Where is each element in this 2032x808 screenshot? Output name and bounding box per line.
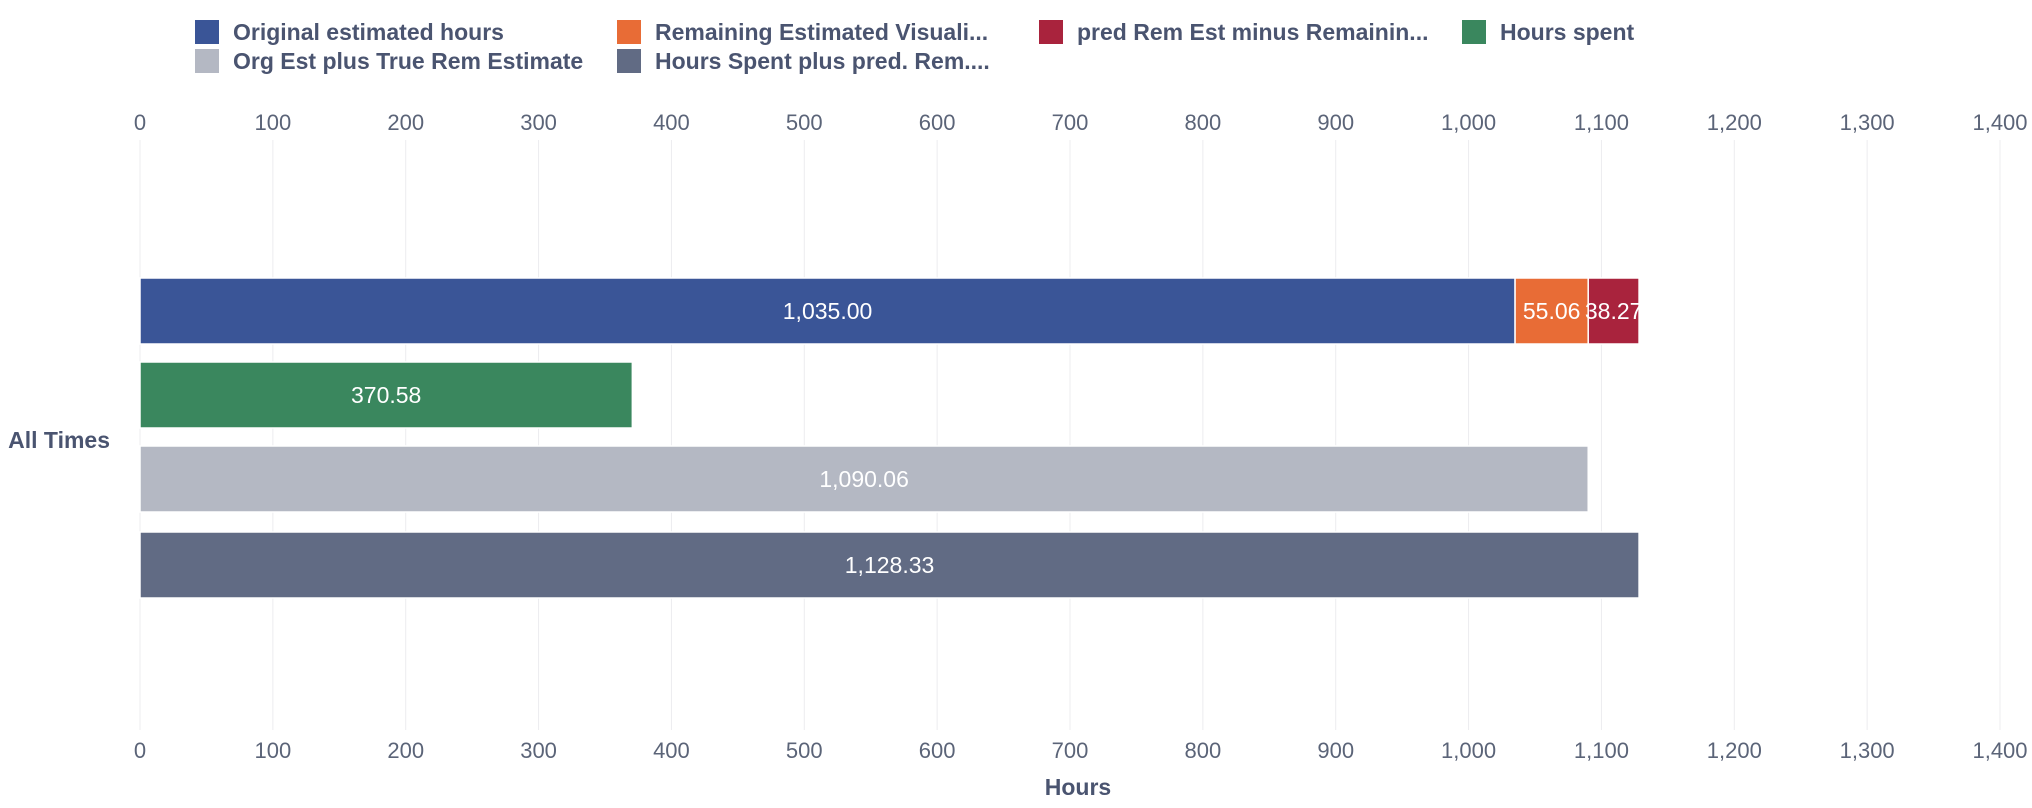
x-tick-label-top: 700	[1052, 110, 1089, 135]
bar-value-label: 1,090.06	[819, 466, 909, 492]
bar-value-label: 370.58	[351, 382, 421, 408]
x-tick-label-bottom: 900	[1317, 738, 1354, 763]
legend-label[interactable]: pred Rem Est minus Remainin...	[1077, 19, 1428, 45]
x-tick-label-bottom: 1,400	[1972, 738, 2027, 763]
x-tick-label-bottom: 1,200	[1707, 738, 1762, 763]
x-tick-label-bottom: 0	[134, 738, 146, 763]
legend-swatch[interactable]	[617, 49, 641, 73]
x-tick-label-top: 400	[653, 110, 690, 135]
bar-segment[interactable]	[1587, 277, 1640, 345]
category-label: All Times	[8, 427, 110, 453]
x-tick-label-top: 1,000	[1441, 110, 1496, 135]
legend-swatch[interactable]	[617, 20, 641, 44]
x-tick-label-bottom: 500	[786, 738, 823, 763]
legend-label[interactable]: Hours spent	[1500, 19, 1635, 45]
legend-swatch[interactable]	[195, 20, 219, 44]
bar-segment[interactable]	[139, 361, 634, 429]
x-tick-label-bottom: 600	[919, 738, 956, 763]
x-tick-label-bottom: 300	[520, 738, 557, 763]
x-tick-label-bottom: 1,100	[1574, 738, 1629, 763]
x-tick-label-bottom: 700	[1052, 738, 1089, 763]
x-axis-bottom: 0 100 200 300 400 500 600 700 800 900 1,000 1,100 1,…	[134, 738, 2028, 763]
bars-group: 1,035.00 55.06 38.27 370.58 1,090.06 1,128.33	[139, 277, 1643, 599]
x-tick-label-bottom: 1,000	[1441, 738, 1496, 763]
x-tick-label-top: 800	[1184, 110, 1221, 135]
x-tick-label-top: 1,100	[1574, 110, 1629, 135]
legend-swatch[interactable]	[1039, 20, 1063, 44]
bar-value-label: 1,035.00	[783, 298, 873, 324]
x-tick-label-top: 300	[520, 110, 557, 135]
x-tick-label-top: 100	[254, 110, 291, 135]
chart-legend: Original estimated hours Remaining Estima…	[195, 19, 1635, 74]
legend-label[interactable]: Original estimated hours	[233, 19, 504, 45]
x-axis-title: Hours	[1045, 774, 1111, 800]
x-tick-label-top: 200	[387, 110, 424, 135]
legend-swatch[interactable]	[1462, 20, 1486, 44]
x-axis-top: 0 100 200 300 400 500 600 700 800 900 1,000 1,100 1,…	[134, 110, 2028, 135]
x-tick-label-top: 600	[919, 110, 956, 135]
bar-value-label: 55.06	[1523, 298, 1581, 324]
bar-value-label: 38.27	[1585, 298, 1643, 324]
bar-segment[interactable]	[139, 531, 1640, 599]
x-tick-label-bottom: 400	[653, 738, 690, 763]
bar-value-label: 1,128.33	[845, 552, 935, 578]
x-tick-label-top: 900	[1317, 110, 1354, 135]
x-tick-label-top: 1,400	[1972, 110, 2027, 135]
x-tick-label-top: 0	[134, 110, 146, 135]
x-tick-label-bottom: 800	[1184, 738, 1221, 763]
chart-grid	[139, 140, 2001, 730]
x-tick-label-top: 1,300	[1840, 110, 1895, 135]
bar-segment[interactable]	[139, 277, 1516, 345]
x-tick-label-bottom: 1,300	[1840, 738, 1895, 763]
x-tick-label-bottom: 200	[387, 738, 424, 763]
bar-segment[interactable]	[139, 445, 1589, 513]
legend-label[interactable]: Remaining Estimated Visuali...	[655, 19, 988, 45]
legend-label[interactable]: Org Est plus True Rem Estimate	[233, 48, 583, 74]
x-tick-label-bottom: 100	[254, 738, 291, 763]
legend-label[interactable]: Hours Spent plus pred. Rem....	[655, 48, 990, 74]
x-tick-label-top: 1,200	[1707, 110, 1762, 135]
legend-swatch[interactable]	[195, 49, 219, 73]
x-tick-label-top: 500	[786, 110, 823, 135]
